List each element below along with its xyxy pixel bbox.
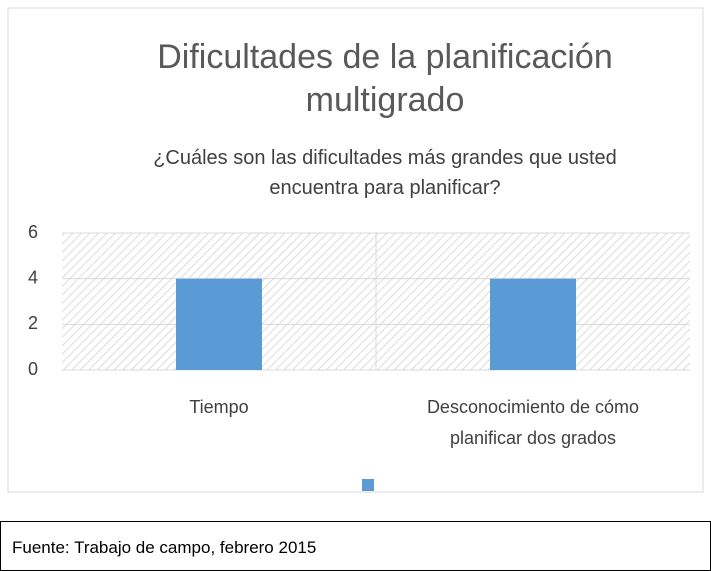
chart-subtitle: ¿Cuáles son las dificultades más grandes… [153,147,617,199]
chart-title: Dificultades de la planificación multigr… [157,38,613,119]
x-tick-label: Desconocimiento de cómo planificar dos g… [426,397,640,448]
x-tick-label: Tiempo [189,397,249,417]
y-tick-label: 2 [28,313,38,333]
y-tick-label: 6 [28,222,38,242]
source-box [0,521,711,571]
bar [490,278,576,370]
bar [176,278,262,370]
y-tick-label: 4 [28,267,38,287]
legend-swatch [362,479,374,491]
y-tick-label: 0 [28,359,38,379]
source-note: Fuente: Trabajo de campo, febrero 2015 [12,538,317,557]
